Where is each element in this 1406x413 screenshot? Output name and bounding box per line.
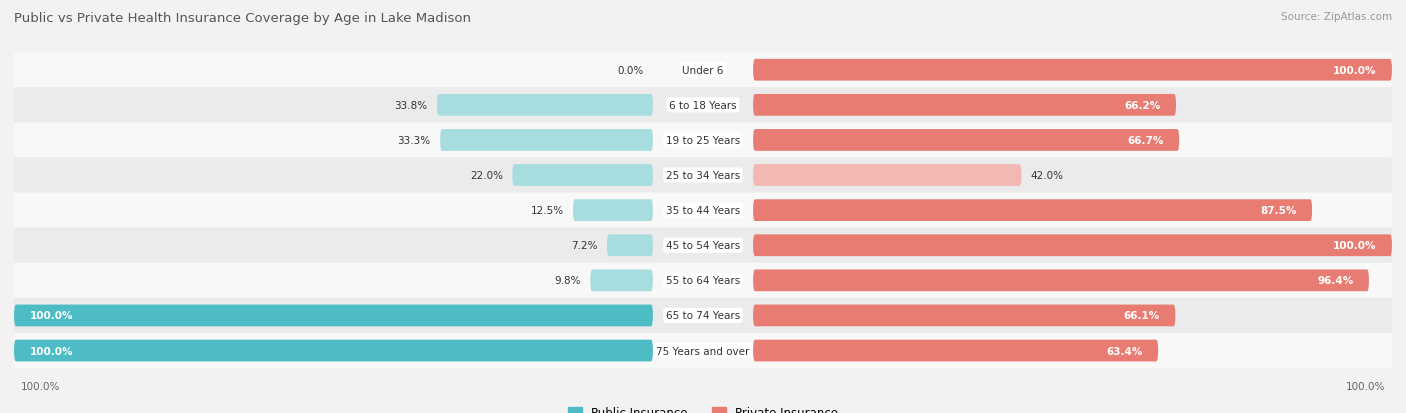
Text: 100.0%: 100.0% <box>20 381 59 391</box>
FancyBboxPatch shape <box>14 263 1392 298</box>
Legend: Public Insurance, Private Insurance: Public Insurance, Private Insurance <box>564 401 842 413</box>
FancyBboxPatch shape <box>591 270 652 292</box>
Text: 45 to 54 Years: 45 to 54 Years <box>666 241 740 251</box>
Text: 63.4%: 63.4% <box>1107 346 1143 356</box>
FancyBboxPatch shape <box>437 95 652 116</box>
Text: 100.0%: 100.0% <box>1347 381 1386 391</box>
FancyBboxPatch shape <box>607 235 652 256</box>
FancyBboxPatch shape <box>754 340 1159 361</box>
FancyBboxPatch shape <box>754 200 1312 221</box>
Text: Source: ZipAtlas.com: Source: ZipAtlas.com <box>1281 12 1392 22</box>
FancyBboxPatch shape <box>14 158 1392 193</box>
Text: 33.3%: 33.3% <box>398 135 430 146</box>
FancyBboxPatch shape <box>14 305 652 327</box>
Text: 55 to 64 Years: 55 to 64 Years <box>666 275 740 286</box>
FancyBboxPatch shape <box>14 53 1392 88</box>
FancyBboxPatch shape <box>754 165 1021 187</box>
FancyBboxPatch shape <box>754 235 1392 256</box>
FancyBboxPatch shape <box>754 130 1180 152</box>
Text: 100.0%: 100.0% <box>1333 66 1376 76</box>
Text: 35 to 44 Years: 35 to 44 Years <box>666 206 740 216</box>
Text: 87.5%: 87.5% <box>1260 206 1296 216</box>
Text: 100.0%: 100.0% <box>30 346 73 356</box>
Text: Public vs Private Health Insurance Coverage by Age in Lake Madison: Public vs Private Health Insurance Cover… <box>14 12 471 25</box>
Text: 75 Years and over: 75 Years and over <box>657 346 749 356</box>
FancyBboxPatch shape <box>574 200 652 221</box>
Text: 9.8%: 9.8% <box>554 275 581 286</box>
Text: 12.5%: 12.5% <box>530 206 564 216</box>
FancyBboxPatch shape <box>440 130 652 152</box>
FancyBboxPatch shape <box>14 88 1392 123</box>
FancyBboxPatch shape <box>14 193 1392 228</box>
Text: 66.2%: 66.2% <box>1125 101 1160 111</box>
FancyBboxPatch shape <box>14 123 1392 158</box>
FancyBboxPatch shape <box>754 60 1392 81</box>
Text: 66.1%: 66.1% <box>1123 311 1160 320</box>
FancyBboxPatch shape <box>754 95 1175 116</box>
FancyBboxPatch shape <box>14 340 652 361</box>
FancyBboxPatch shape <box>14 298 1392 333</box>
Text: 6 to 18 Years: 6 to 18 Years <box>669 101 737 111</box>
FancyBboxPatch shape <box>754 305 1175 327</box>
Text: 100.0%: 100.0% <box>1333 241 1376 251</box>
Text: 22.0%: 22.0% <box>470 171 503 180</box>
Text: 100.0%: 100.0% <box>30 311 73 320</box>
Text: 0.0%: 0.0% <box>617 66 644 76</box>
Text: 25 to 34 Years: 25 to 34 Years <box>666 171 740 180</box>
FancyBboxPatch shape <box>14 333 1392 368</box>
Text: 66.7%: 66.7% <box>1128 135 1164 146</box>
Text: 42.0%: 42.0% <box>1031 171 1064 180</box>
Text: 19 to 25 Years: 19 to 25 Years <box>666 135 740 146</box>
Text: 65 to 74 Years: 65 to 74 Years <box>666 311 740 320</box>
Text: Under 6: Under 6 <box>682 66 724 76</box>
Text: 7.2%: 7.2% <box>571 241 598 251</box>
FancyBboxPatch shape <box>14 228 1392 263</box>
FancyBboxPatch shape <box>754 270 1369 292</box>
Text: 33.8%: 33.8% <box>395 101 427 111</box>
Text: 96.4%: 96.4% <box>1317 275 1354 286</box>
FancyBboxPatch shape <box>512 165 652 187</box>
